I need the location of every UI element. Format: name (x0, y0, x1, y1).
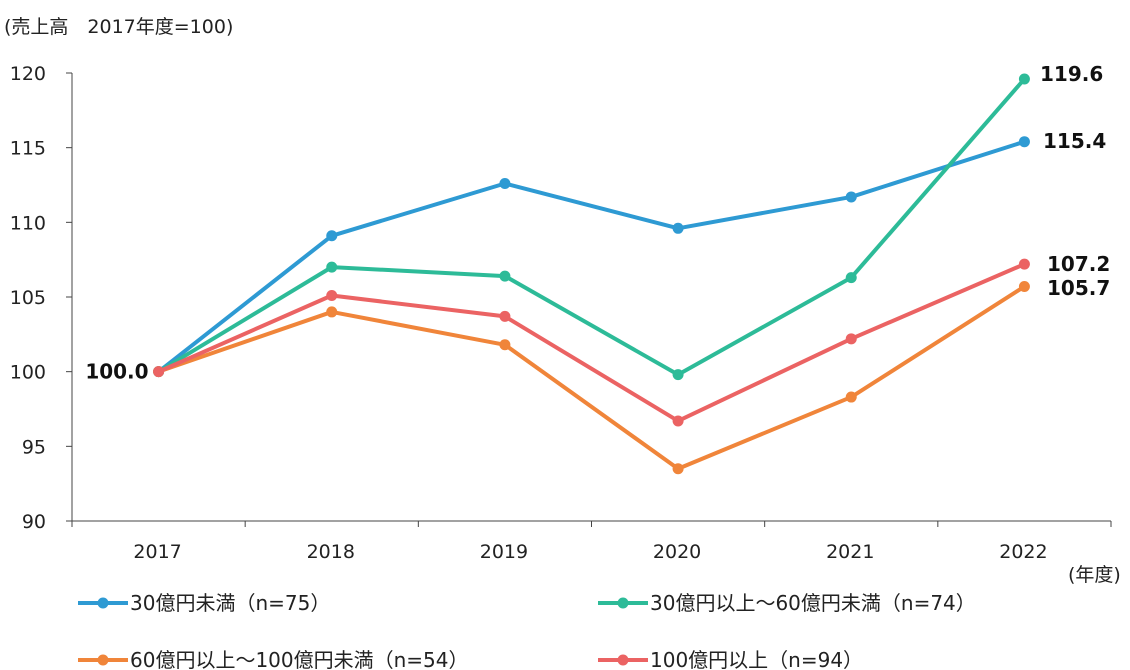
data-point (326, 230, 338, 242)
data-point (1018, 258, 1030, 270)
chart-subtitle: (売上高 2017年度=100) (4, 16, 233, 38)
legend-swatch-marker (617, 654, 629, 666)
data-point (499, 178, 511, 190)
legend-label: 60億円以上～100億円未満（n=54） (130, 648, 469, 670)
data-point (499, 310, 511, 322)
x-tick-label: 2021 (826, 541, 874, 563)
data-point (845, 191, 857, 203)
data-point (672, 222, 684, 234)
series-3: 105.7 (153, 276, 1110, 475)
data-point (153, 366, 165, 378)
data-label: 115.4 (1043, 129, 1106, 153)
series-line (157, 139, 1026, 374)
legend-swatch-marker (97, 654, 109, 666)
y-tick-label: 90 (22, 511, 46, 533)
series-1: 115.4 (153, 129, 1106, 378)
series-line (157, 284, 1026, 471)
legend-label: 30億円以上～60億円未満（n=74） (650, 591, 976, 615)
y-tick-label: 100 (10, 362, 46, 384)
y-tick-label: 120 (10, 63, 46, 85)
data-label: 119.6 (1040, 62, 1103, 86)
data-point (1018, 136, 1030, 148)
x-tick-label: 2018 (307, 541, 355, 563)
x-tick-label: 2020 (653, 541, 701, 563)
data-point (672, 463, 684, 475)
legend-label: 100億円以上（n=94） (650, 648, 863, 670)
x-tick-label: 2017 (133, 541, 181, 563)
data-label-start: 100.0 (85, 360, 148, 384)
legend-item: 100億円以上（n=94） (598, 648, 863, 670)
data-point (672, 369, 684, 381)
y-tick-label: 115 (10, 138, 46, 160)
legend-item: 30億円未満（n=75） (78, 591, 330, 615)
y-tick-label: 95 (22, 436, 46, 458)
data-point (1018, 73, 1030, 85)
data-label: 107.2 (1047, 252, 1110, 276)
x-axis-label: (年度) (1068, 564, 1121, 586)
series-line (157, 77, 1026, 377)
y-tick-label: 105 (10, 287, 46, 309)
y-tick-label: 110 (10, 212, 46, 234)
series-4: 107.2 (153, 252, 1110, 427)
legend-item: 60億円以上～100億円未満（n=54） (78, 648, 469, 670)
series-2: 119.6 (153, 62, 1103, 381)
data-point (499, 270, 511, 282)
data-point (326, 290, 338, 302)
legend-item: 30億円以上～60億円未満（n=74） (598, 591, 976, 615)
data-point (326, 306, 338, 318)
legend-swatch-marker (617, 597, 629, 609)
legend-label: 30億円未満（n=75） (130, 591, 330, 615)
x-tick-label: 2019 (480, 541, 528, 563)
data-point (326, 261, 338, 273)
data-point (1018, 281, 1030, 293)
data-point (845, 272, 857, 284)
data-point (845, 333, 857, 345)
legend-swatch-marker (97, 597, 109, 609)
data-label: 105.7 (1047, 276, 1110, 300)
data-point (672, 415, 684, 427)
x-tick-label: 2022 (999, 541, 1047, 563)
data-point (845, 391, 857, 403)
data-point (499, 339, 511, 351)
series-line (157, 262, 1026, 423)
